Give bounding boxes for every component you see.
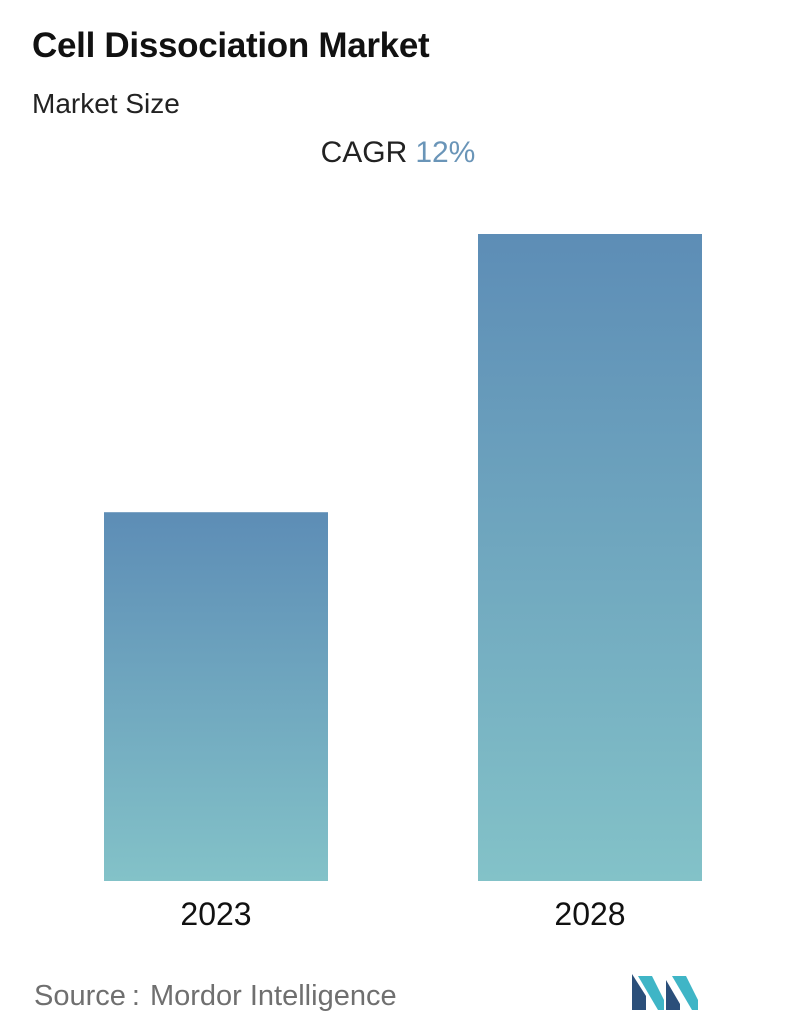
x-tick-label-2023: 2023 — [180, 896, 251, 932]
source-credit: Source: Mordor Intelligence — [34, 980, 397, 1013]
cagr-label: CAGR — [320, 136, 408, 169]
bar-2028 — [478, 234, 702, 881]
x-tick-label-2028: 2028 — [554, 896, 625, 932]
chart-title: Cell Dissociation Market — [32, 26, 430, 65]
cagr-value: 12% — [415, 136, 476, 169]
chart-subtitle: Market Size — [32, 88, 180, 119]
source-label: Source — [34, 980, 126, 1012]
cagr-annotation: CAGR 12% — [0, 136, 796, 170]
bars-group — [104, 234, 702, 881]
x-axis-ticks: 2023 2028 — [180, 896, 625, 932]
bar-chart: 2023 2028 — [104, 234, 702, 932]
bar-2023 — [104, 512, 328, 881]
mordor-intelligence-logo-icon — [632, 974, 698, 1010]
source-name: Mordor Intelligence — [149, 980, 397, 1012]
source-separator: : — [131, 980, 140, 1012]
